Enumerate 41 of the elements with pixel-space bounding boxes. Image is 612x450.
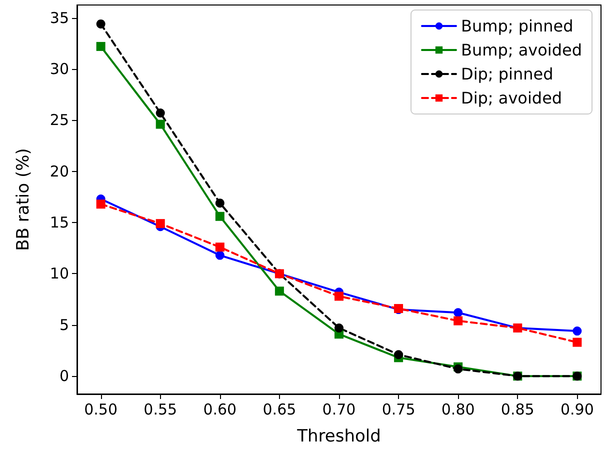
point — [96, 200, 106, 209]
point — [215, 250, 224, 260]
point — [572, 326, 582, 336]
point — [156, 108, 165, 118]
point — [454, 308, 463, 318]
y-tick-label: 15 — [50, 214, 69, 232]
y-tick-label: 20 — [50, 162, 69, 180]
x-tick-label: 0.55 — [144, 400, 178, 418]
y-tick-label: 25 — [50, 111, 69, 130]
legend-label: Bump; pinned — [461, 16, 574, 36]
y-tick-label: 30 — [50, 60, 69, 78]
x-tick-label: 0.85 — [500, 400, 534, 418]
point — [334, 323, 344, 332]
x-tick-label: 0.50 — [84, 400, 118, 418]
y-tick-label: 10 — [50, 264, 69, 283]
point — [394, 350, 404, 360]
y-tick-label: 35 — [50, 8, 69, 27]
x-tick-label: 0.60 — [203, 400, 237, 418]
legend-label: Bump; avoided — [461, 40, 582, 60]
y-axis-title: BB ratio (%) — [14, 148, 34, 251]
x-tick-label: 0.90 — [560, 400, 594, 418]
y-tick-label: 0 — [59, 367, 69, 386]
x-tick-label: 0.65 — [262, 400, 296, 418]
point — [454, 316, 463, 326]
point — [572, 338, 582, 347]
point — [215, 242, 224, 252]
point — [156, 120, 165, 129]
x-tick-label: 0.70 — [322, 400, 356, 418]
x-tick-label: 0.80 — [441, 400, 475, 418]
point — [274, 286, 284, 296]
y-tick-label: 5 — [59, 316, 69, 334]
point — [334, 292, 344, 301]
point — [156, 219, 165, 228]
legend-label: Dip; pinned — [461, 64, 554, 84]
point — [215, 198, 224, 208]
legend-label: Dip; avoided — [461, 88, 562, 108]
point — [96, 19, 106, 28]
point — [96, 42, 106, 51]
x-axis-title: Threshold — [296, 426, 381, 446]
x-tick-label: 0.75 — [382, 400, 416, 418]
point — [215, 212, 224, 221]
